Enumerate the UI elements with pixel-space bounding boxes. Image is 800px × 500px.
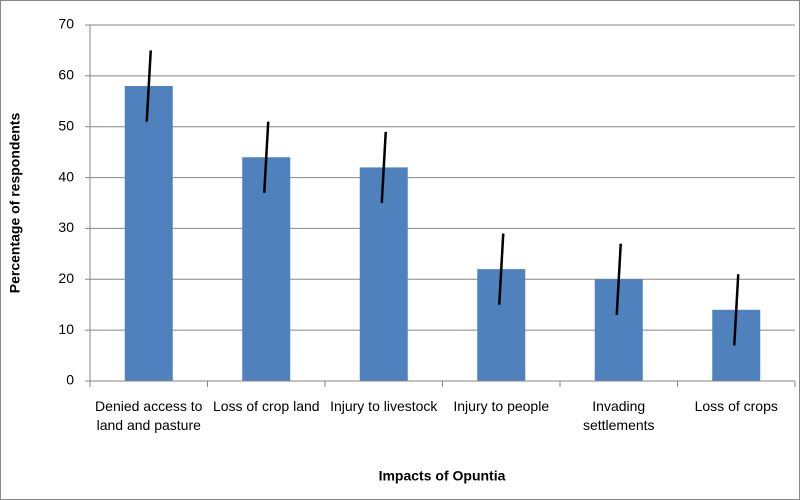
y-axis-title: Percentage of respondents <box>7 113 23 294</box>
bar <box>242 157 291 381</box>
y-tick-label: 0 <box>66 372 74 388</box>
x-tick-label: Loss of crop land <box>212 398 320 414</box>
y-tick-label: 20 <box>58 270 74 286</box>
y-tick-label: 40 <box>58 168 74 184</box>
error-bar <box>145 50 152 122</box>
x-tick-label: Denied access to land and pasture <box>95 398 203 433</box>
error-bar <box>498 233 505 305</box>
error-bar <box>615 243 622 315</box>
x-tick-label: Injury to livestock <box>330 398 438 414</box>
error-bar <box>733 274 740 346</box>
error-bar <box>380 131 387 204</box>
x-tick-label: Loss of crops <box>694 398 778 414</box>
y-tick-label: 60 <box>58 67 74 83</box>
x-tick-label: Invading settlements <box>582 398 655 433</box>
bar <box>359 167 408 381</box>
x-axis-title: Impacts of Opuntia <box>379 468 506 484</box>
bar <box>124 86 173 382</box>
error-bar <box>263 121 270 193</box>
x-tick-label: Injury to people <box>453 398 550 414</box>
y-tick-label: 10 <box>58 321 74 337</box>
y-tick-label: 30 <box>58 219 74 235</box>
y-tick-label: 50 <box>58 117 74 133</box>
y-tick-label: 70 <box>58 16 74 32</box>
